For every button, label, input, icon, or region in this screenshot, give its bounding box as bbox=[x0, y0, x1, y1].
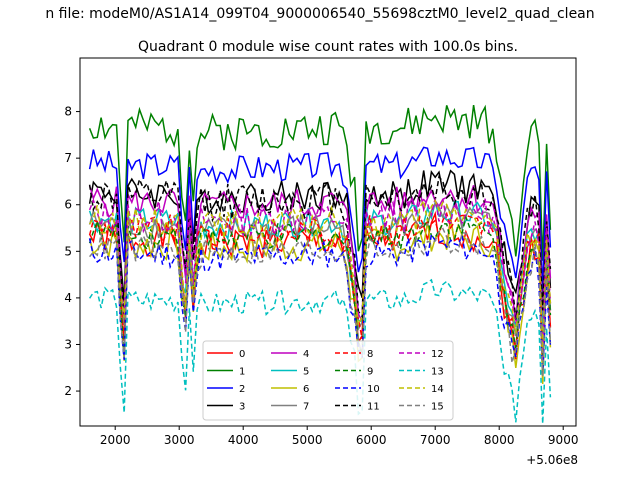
legend-label-10: 10 bbox=[367, 384, 380, 395]
axes-frame bbox=[79, 57, 577, 427]
legend-label-2: 2 bbox=[239, 384, 245, 395]
legend-label-11: 11 bbox=[367, 402, 380, 413]
y-tick-label: 3 bbox=[64, 337, 72, 351]
legend-label-7: 7 bbox=[303, 402, 309, 413]
x-tick-label: 5000 bbox=[292, 433, 323, 447]
legend-label-8: 8 bbox=[367, 349, 373, 360]
legend-label-3: 3 bbox=[239, 402, 245, 413]
legend-label-13: 13 bbox=[431, 367, 444, 378]
series-line-11 bbox=[88, 175, 552, 320]
x-tick-label: 8000 bbox=[484, 433, 515, 447]
figure-suptitle: n file: modeM0/AS1A14_099T04_9000006540_… bbox=[45, 6, 594, 22]
chart-title: Quadrant 0 module wise count rates with … bbox=[138, 39, 518, 55]
series-line-12 bbox=[88, 194, 552, 359]
y-tick-label: 8 bbox=[64, 105, 72, 119]
series-line-9 bbox=[88, 214, 552, 361]
x-tick-label: 2000 bbox=[100, 433, 131, 447]
legend-label-14: 14 bbox=[431, 384, 444, 395]
axis-ticks: 2000 3000 4000 5000 6000 7000 8000 9000 2 3 4 5 6 7 8 bbox=[64, 105, 578, 447]
x-tick-label: 9000 bbox=[548, 433, 579, 447]
series-line-15 bbox=[89, 227, 552, 377]
x-tick-label: 7000 bbox=[420, 433, 451, 447]
series-line-4 bbox=[88, 185, 552, 325]
y-tick-label: 6 bbox=[64, 198, 72, 212]
legend-label-15: 15 bbox=[431, 402, 444, 413]
x-tick-label: 3000 bbox=[164, 433, 195, 447]
legend-label-12: 12 bbox=[431, 349, 444, 360]
x-tick-label: 6000 bbox=[356, 433, 387, 447]
plot-area bbox=[88, 104, 552, 424]
legend-box bbox=[202, 340, 454, 421]
y-tick-label: 5 bbox=[64, 244, 72, 258]
x-tick-label: 4000 bbox=[228, 433, 259, 447]
legend-label-9: 9 bbox=[367, 367, 373, 378]
y-tick-label: 2 bbox=[64, 384, 72, 398]
series-line-1 bbox=[88, 104, 552, 261]
legend-label-0: 0 bbox=[239, 349, 245, 360]
y-tick-label: 7 bbox=[64, 151, 72, 165]
legend-label-4: 4 bbox=[303, 349, 309, 360]
series-line-6 bbox=[88, 220, 552, 385]
series-line-13 bbox=[88, 278, 552, 424]
series-line-2 bbox=[88, 146, 552, 293]
legend-label-1: 1 bbox=[239, 367, 245, 378]
legend-label-6: 6 bbox=[303, 384, 309, 395]
x-offset-label: +5.06e8 bbox=[526, 453, 578, 467]
series-line-3 bbox=[88, 169, 552, 316]
legend-label-5: 5 bbox=[303, 367, 309, 378]
y-tick-label: 4 bbox=[64, 291, 72, 305]
